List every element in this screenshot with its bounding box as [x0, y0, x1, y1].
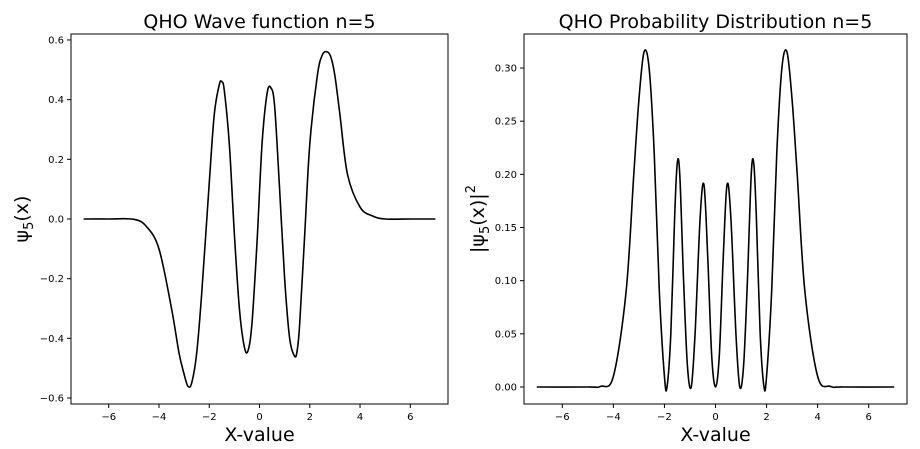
y-tick-label: 0.10 [495, 276, 517, 287]
y-ticks: −0.6 −0.4 −0.2 0.0 0.2 0.4 0.6 [40, 35, 71, 405]
x-tick-label: 0 [712, 412, 718, 423]
x-tick-label: −2 [202, 412, 217, 423]
y-tick-label: −0.2 [40, 274, 64, 285]
plot-frame [523, 33, 908, 405]
y-tick-label: 0.2 [48, 155, 64, 166]
y-axis-label: |ψ5(x)|2 [464, 185, 493, 253]
y-tick-label: 0.25 [495, 117, 517, 128]
x-tick-label: 4 [357, 412, 363, 423]
y-axis-label: ψ5(x) [11, 196, 37, 243]
series-line [536, 49, 895, 392]
chart-title: QHO Wave function n=5 [143, 11, 375, 33]
y-tick-label: −0.4 [40, 334, 64, 345]
probability-panel: QHO Probability Distribution n=5 X-value… [464, 11, 908, 446]
y-tick-label: 0.20 [495, 170, 517, 181]
x-tick-label: −2 [657, 412, 672, 423]
y-tick-label: 0.15 [495, 223, 517, 234]
y-tick-label: 0.6 [48, 35, 64, 46]
x-tick-label: 6 [866, 412, 872, 423]
y-tick-label: 0.4 [48, 95, 64, 106]
wavefunction-panel: QHO Wave function n=5 X-value −6 −4 −2 0 2 4 6… [11, 11, 449, 446]
x-axis-label: X-value [680, 424, 750, 446]
x-tick-label: 2 [307, 412, 313, 423]
series-line [83, 50, 436, 389]
chart-title: QHO Probability Distribution n=5 [559, 11, 873, 33]
x-tick-label: −6 [101, 412, 116, 423]
x-ticks: −6 −4 −2 0 2 4 6 [555, 404, 872, 423]
y-tick-label: 0.00 [495, 382, 517, 393]
x-tick-label: 6 [407, 412, 413, 423]
x-tick-label: −4 [152, 412, 167, 423]
x-tick-label: −4 [606, 412, 621, 423]
x-tick-label: 0 [256, 412, 262, 423]
y-tick-label: 0.0 [48, 215, 64, 226]
x-tick-label: 2 [763, 412, 769, 423]
x-tick-label: 4 [814, 412, 820, 423]
y-ticks: 0.00 0.05 0.10 0.15 0.20 0.25 0.30 [495, 64, 524, 393]
y-tick-label: 0.30 [495, 64, 517, 75]
y-tick-label: −0.6 [40, 394, 64, 405]
x-tick-label: −6 [555, 412, 570, 423]
y-tick-label: 0.05 [495, 329, 517, 340]
x-ticks: −6 −4 −2 0 2 4 6 [101, 404, 413, 423]
x-axis-label: X-value [224, 424, 294, 446]
